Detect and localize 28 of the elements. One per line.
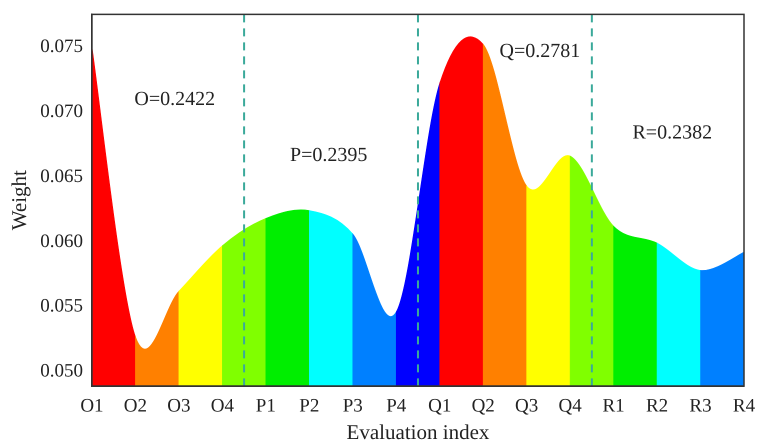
x-tick-label: O2 xyxy=(124,395,148,416)
annotation: O=0.2422 xyxy=(134,88,216,110)
x-tick-label: O3 xyxy=(167,395,191,416)
annotation: Q=0.2781 xyxy=(500,40,580,62)
x-tick-label: Q3 xyxy=(515,395,538,416)
x-tick-label: R2 xyxy=(646,395,668,416)
x-tick-label: R4 xyxy=(732,395,756,416)
x-tick-label: O1 xyxy=(80,395,104,416)
y-tick-label: 0.065 xyxy=(40,166,83,187)
y-tick-label: 0.050 xyxy=(40,360,83,382)
x-tick-label: R3 xyxy=(689,395,712,416)
y-tick-label: 0.055 xyxy=(40,296,83,317)
x-tick-label: P2 xyxy=(299,395,320,416)
x-axis-title: Evaluation index xyxy=(346,420,490,444)
x-tick-label: R1 xyxy=(602,395,625,416)
y-axis-title: Weight xyxy=(7,170,32,230)
x-tick-label: O4 xyxy=(210,395,234,416)
x-tick-label: Q1 xyxy=(428,395,452,416)
x-tick-label: P4 xyxy=(386,395,407,416)
annotation: P=0.2395 xyxy=(290,144,368,166)
x-tick-label: P3 xyxy=(342,395,363,416)
y-tick-label: 0.060 xyxy=(40,230,83,252)
y-tick-label: 0.075 xyxy=(40,36,83,57)
x-tick-label: Q2 xyxy=(472,395,495,416)
y-tick-label: 0.070 xyxy=(40,100,83,122)
annotation: R=0.2382 xyxy=(632,122,712,144)
x-tick-label: P1 xyxy=(256,395,276,416)
x-tick-label: Q4 xyxy=(558,395,582,416)
